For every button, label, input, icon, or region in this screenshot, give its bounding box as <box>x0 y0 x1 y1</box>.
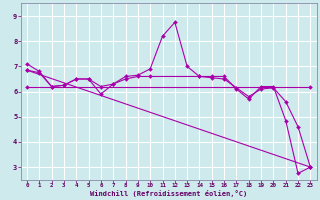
X-axis label: Windchill (Refroidissement éolien,°C): Windchill (Refroidissement éolien,°C) <box>90 190 247 197</box>
